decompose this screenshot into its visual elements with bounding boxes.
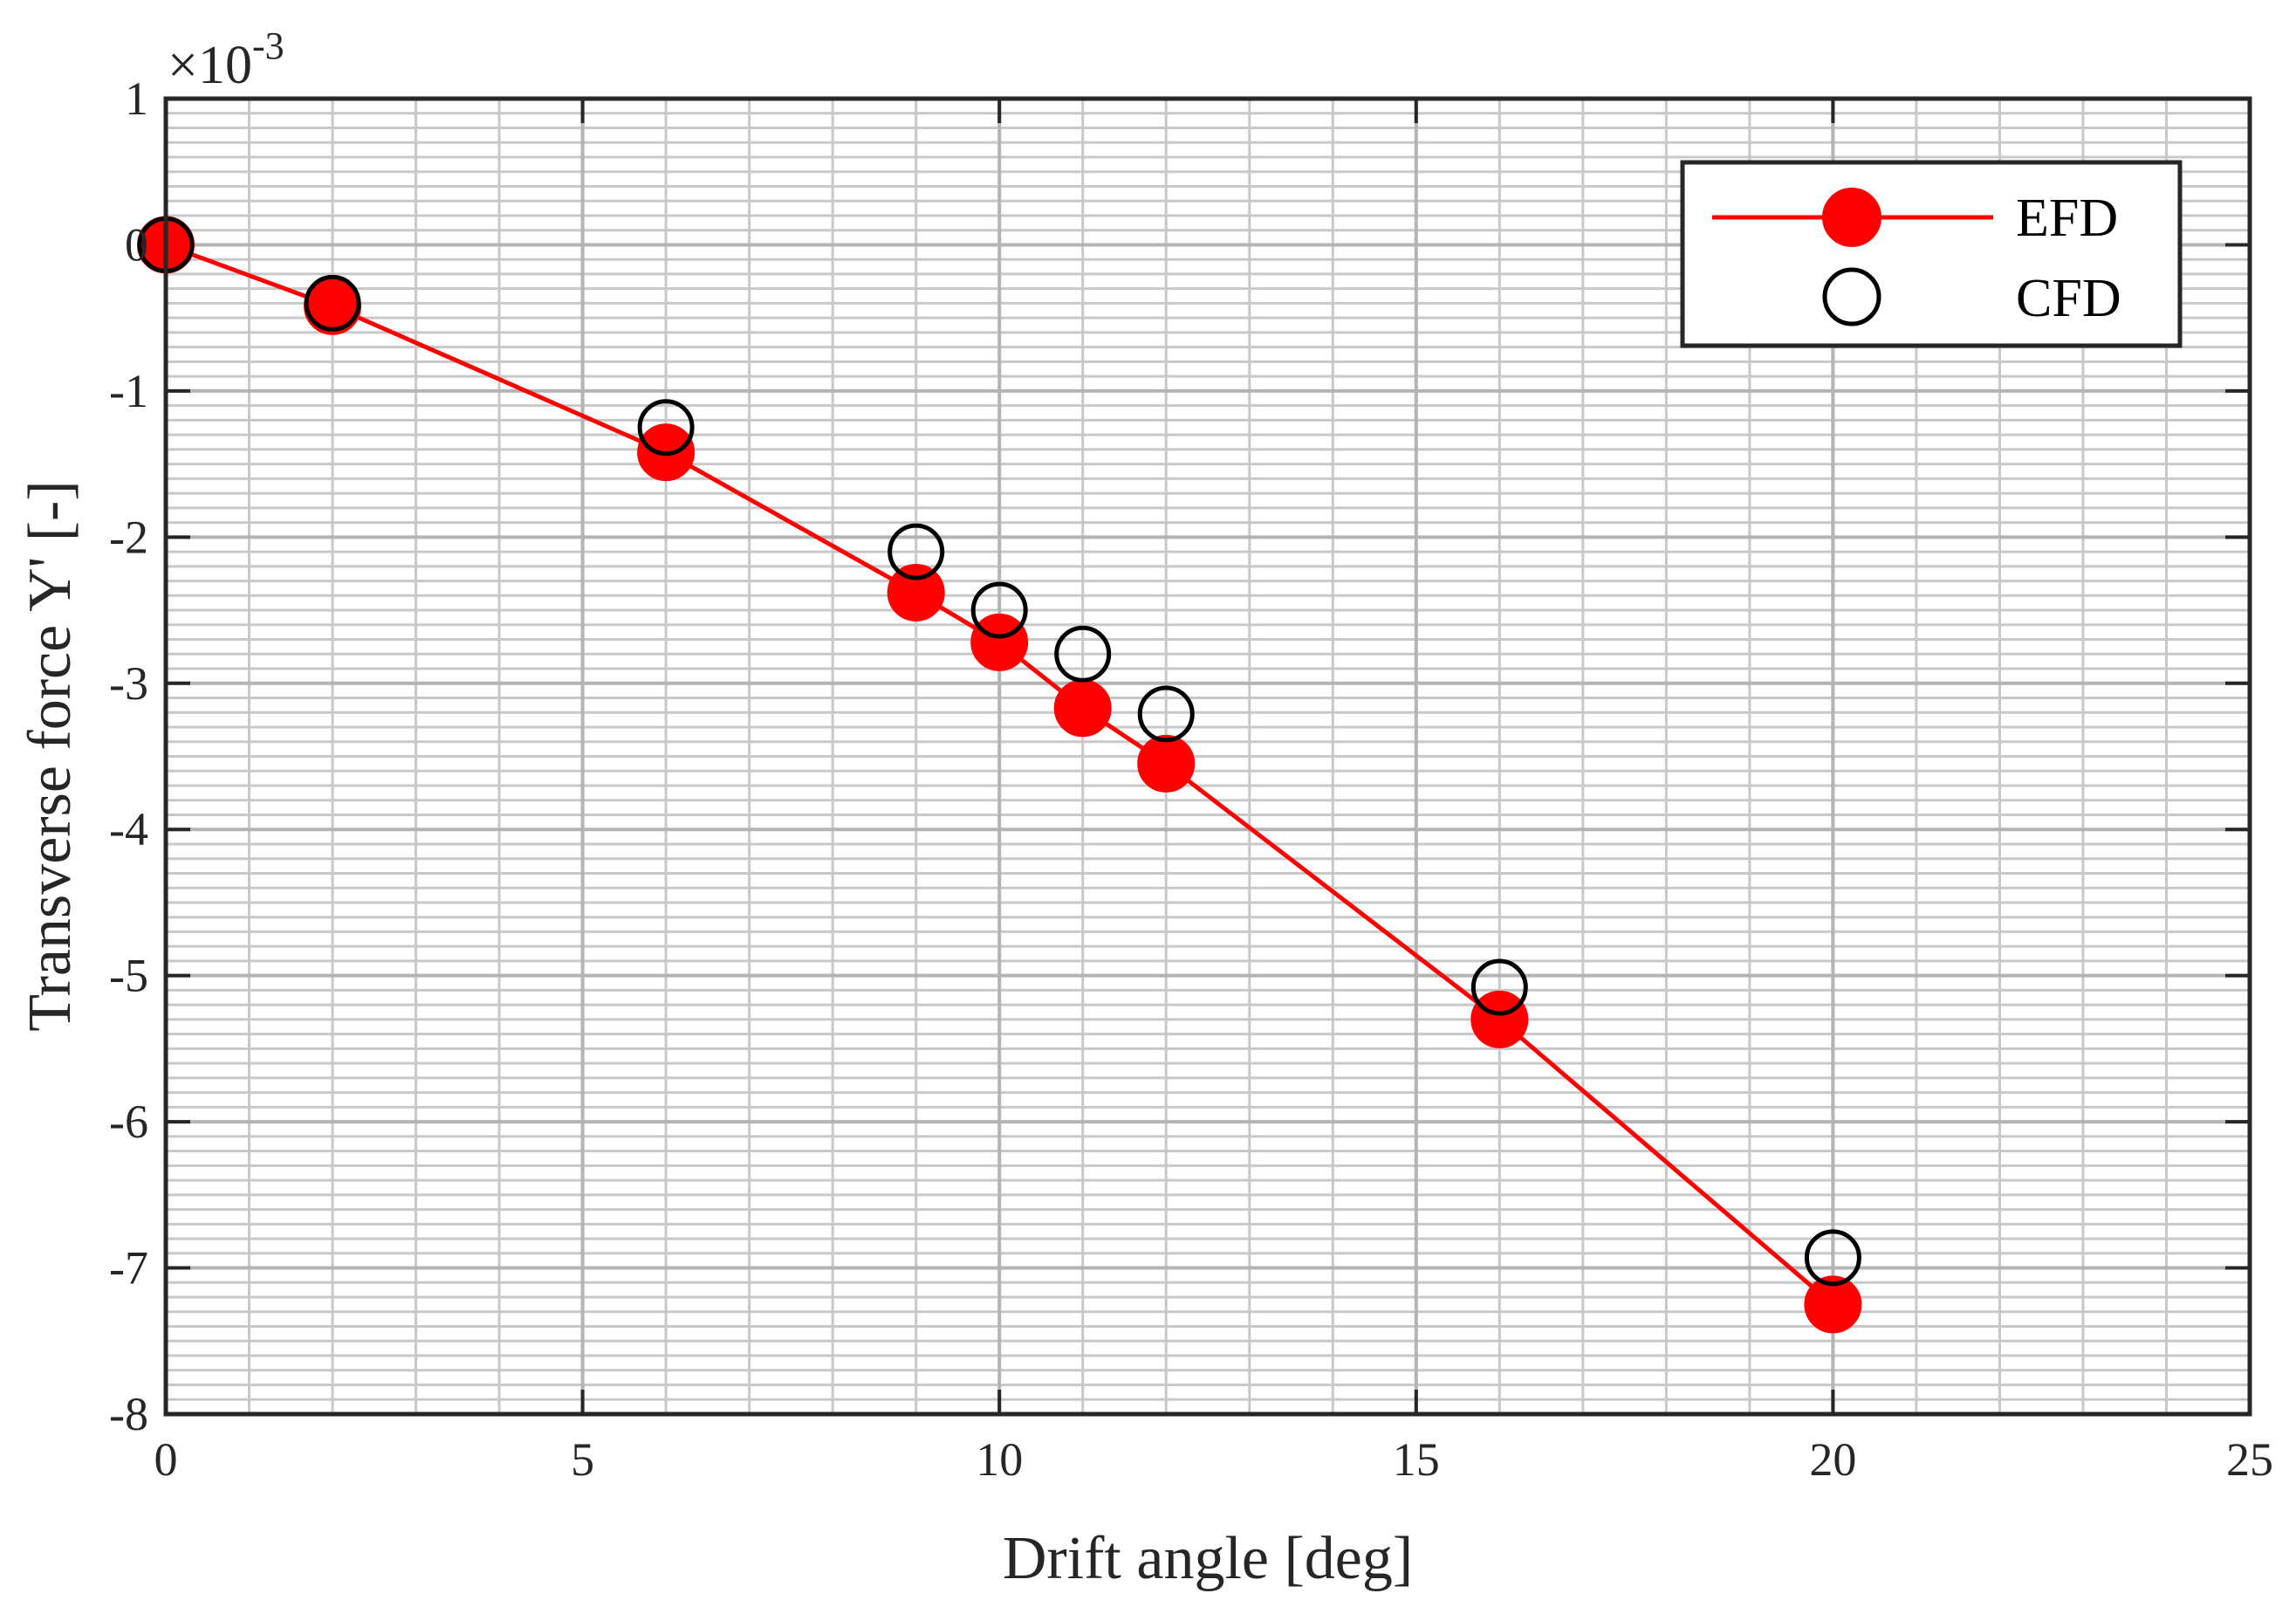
cfd-point xyxy=(888,523,945,580)
legend: EFD CFD xyxy=(1680,160,2183,348)
y-tick-label: -8 xyxy=(109,1388,148,1440)
x-tick-label: 20 xyxy=(1809,1433,1856,1486)
plot-frame xyxy=(163,96,2252,1417)
y-tick-label: -3 xyxy=(109,657,148,710)
x-tick-label: 5 xyxy=(571,1433,594,1486)
legend-label-efd: EFD xyxy=(2016,189,2118,248)
y-tick-label: 1 xyxy=(125,72,148,125)
x-tick-label: 15 xyxy=(1393,1433,1440,1486)
efd-point xyxy=(887,563,945,622)
y-tick-label: -1 xyxy=(109,365,148,417)
cfd-point xyxy=(970,581,1028,639)
y-tick-label: -5 xyxy=(109,950,148,1002)
cfd-point xyxy=(1054,625,1112,683)
legend-box xyxy=(1680,160,2183,348)
legend-item-cfd: CFD xyxy=(1822,267,2121,328)
x-tick-label: 0 xyxy=(154,1433,178,1486)
y-tick-label: -2 xyxy=(109,511,148,563)
y-exponent-power: -3 xyxy=(252,24,284,67)
x-tick-label: 10 xyxy=(976,1433,1023,1486)
legend-item-efd: EFD xyxy=(1712,188,2118,248)
y-exponent: ×10-3 xyxy=(168,24,284,95)
efd-point xyxy=(1137,734,1196,793)
tick-labels: 0 5 10 15 20 25 -8 -7 -6 -5 -4 -3 -2 -1 0 1 xyxy=(109,72,2273,1486)
cfd-point xyxy=(637,399,695,457)
cfd-point xyxy=(304,274,361,332)
efd-point xyxy=(1053,679,1112,738)
cfd-point xyxy=(1470,958,1528,1016)
y-exponent-base: ×10 xyxy=(168,36,252,95)
efd-point xyxy=(1470,990,1529,1048)
y-tick-label: -7 xyxy=(109,1242,148,1295)
y-tick-label: -4 xyxy=(109,803,148,855)
efd-point xyxy=(1804,1275,1862,1334)
cfd-point xyxy=(1137,685,1195,743)
legend-marker-efd xyxy=(1822,188,1881,247)
y-tick-label: 0 xyxy=(125,218,148,271)
y-axis-label: Transverse force Y' [-] xyxy=(17,480,84,1031)
legend-label-cfd: CFD xyxy=(2016,269,2121,328)
efd-point xyxy=(970,613,1029,671)
cfd-point xyxy=(1804,1229,1861,1287)
legend-marker-cfd xyxy=(1822,267,1881,326)
plot-area xyxy=(137,216,1862,1334)
y-tick-label: -6 xyxy=(109,1095,148,1148)
x-axis-label: Drift angle [deg] xyxy=(1003,1525,1413,1592)
x-tick-label: 25 xyxy=(2226,1433,2273,1486)
